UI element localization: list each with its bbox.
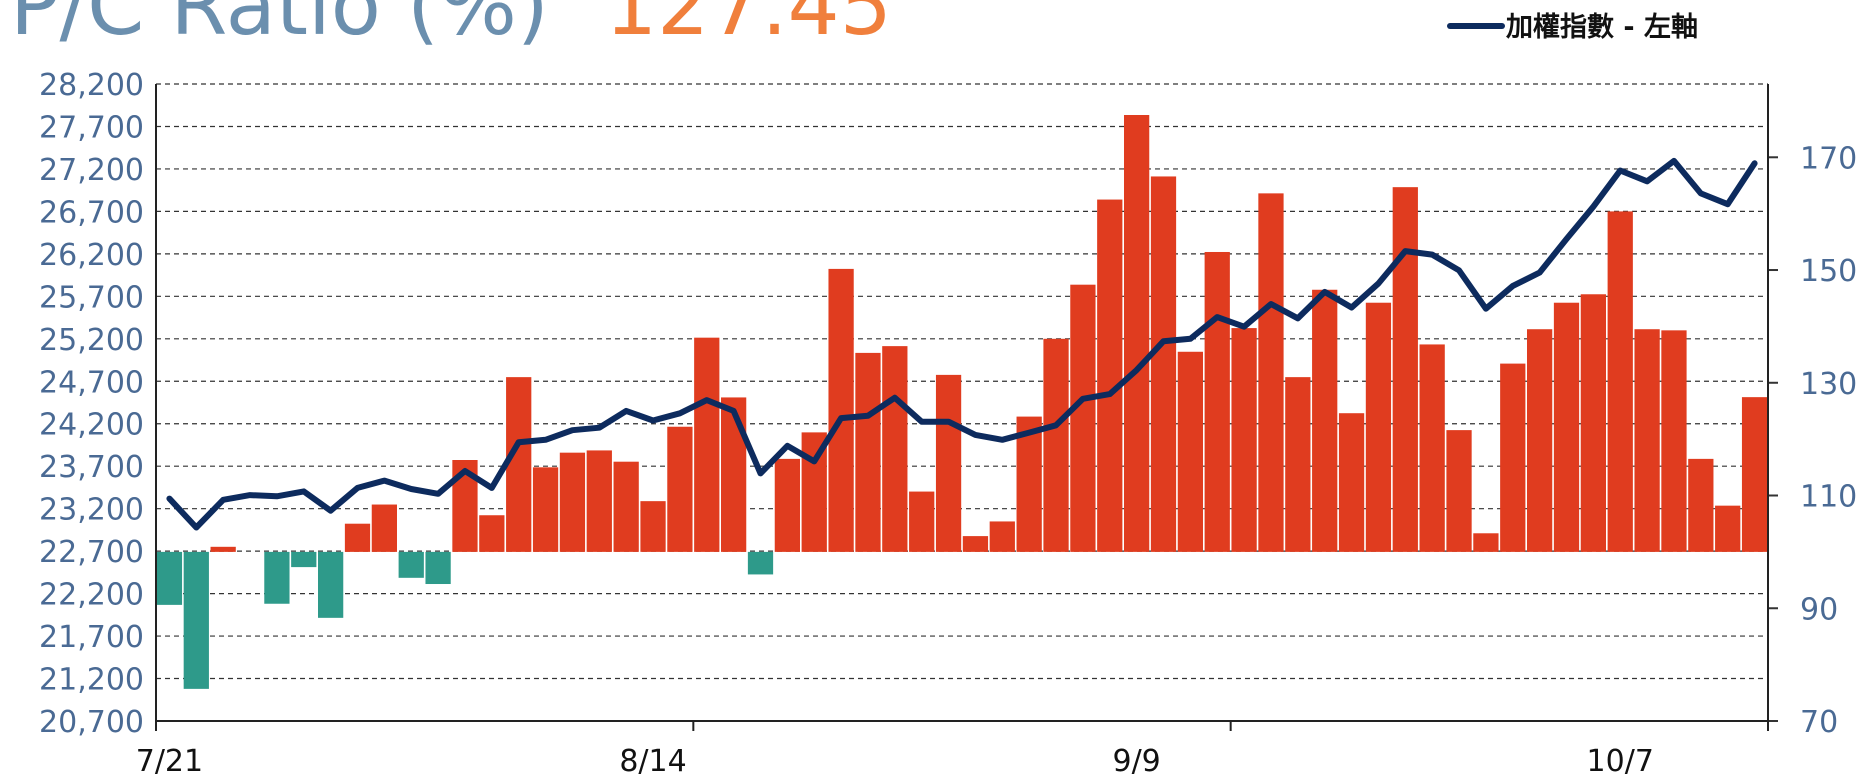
bar [506,377,532,552]
bar [532,467,559,552]
bar [1365,302,1392,552]
y-tick-label: 26,200 [39,238,144,273]
y-tick-label: 28,200 [39,68,144,103]
bar [318,551,344,618]
bar [1016,416,1042,552]
bar [344,523,371,552]
bar [935,374,962,552]
bar [1661,330,1687,552]
bar [855,352,881,552]
title-text: P/C Ratio (%) [10,0,549,54]
bar [774,458,800,552]
bar [1392,187,1418,552]
bar [371,504,397,552]
y-tick-label: 27,700 [39,110,144,145]
x-tick-label: 8/14 [619,744,686,779]
bar [1177,351,1203,552]
bar [882,346,908,552]
bar [1580,294,1606,552]
y2-tick-label: 170 [1800,141,1857,176]
bar [1231,328,1257,552]
legend-label: 加權指數 - 左軸 [1506,12,1698,43]
y-tick-label: 24,200 [39,408,144,443]
bar [210,546,236,552]
bar [264,551,290,604]
bar [1500,363,1526,552]
bar [291,551,317,568]
bar [613,461,639,552]
bar [1607,211,1633,552]
bar [747,551,774,575]
bar [1419,344,1445,552]
bar [425,551,451,585]
bar [479,515,505,552]
bar [183,551,209,689]
bar [1258,193,1284,552]
y-tick-label: 22,200 [39,578,144,613]
bar [1446,430,1472,552]
x-tick-label: 10/7 [1587,744,1654,779]
y-tick-label: 26,700 [39,195,144,230]
current-value: 127.45 [605,0,892,54]
line [166,157,1758,531]
y-tick-label: 22,700 [39,535,144,570]
bar [1312,289,1338,552]
y-tick-label: 20,700 [39,705,144,740]
bar [1527,329,1553,552]
bar [1285,377,1311,552]
bar [156,551,183,605]
chart-title: P/C Ratio (%) 127.45 [10,0,892,54]
y2-tick-label: 150 [1800,254,1857,289]
bar [1338,413,1365,552]
bar [721,397,747,552]
y-tick-label: 27,200 [39,153,144,188]
bar [1124,115,1150,552]
y-tick-label: 24,700 [39,365,144,400]
bar [640,501,666,552]
bar [1634,329,1660,552]
bar [1150,176,1177,552]
y2-tick-label: 110 [1800,480,1857,515]
bar [1715,505,1741,552]
y2-tick-label: 70 [1800,705,1838,740]
y-tick-label: 21,200 [39,663,144,698]
bar [1741,397,1768,552]
y2-tick-label: 130 [1800,367,1857,402]
x-tick-label: 7/21 [136,744,203,779]
bar [962,536,989,552]
bar [1553,302,1580,552]
bar [909,491,935,552]
y-tick-label: 23,700 [39,450,144,485]
bar [828,268,854,552]
bar [398,551,424,578]
bar [1688,458,1714,552]
y-tick-label: 25,700 [39,280,144,315]
bar [1473,533,1499,552]
bar [667,426,693,552]
bar [1097,199,1123,552]
bar [1204,251,1230,552]
y-tick-label: 25,200 [39,323,144,358]
y-tick-label: 21,700 [39,620,144,655]
bar [989,521,1015,552]
bar [559,452,586,552]
bar [1043,338,1069,552]
bar [586,450,612,552]
y-tick-label: 23,200 [39,493,144,528]
bar [694,337,720,552]
bar [1070,284,1096,552]
y2-tick-label: 90 [1800,592,1838,627]
x-tick-label: 9/9 [1112,744,1160,779]
